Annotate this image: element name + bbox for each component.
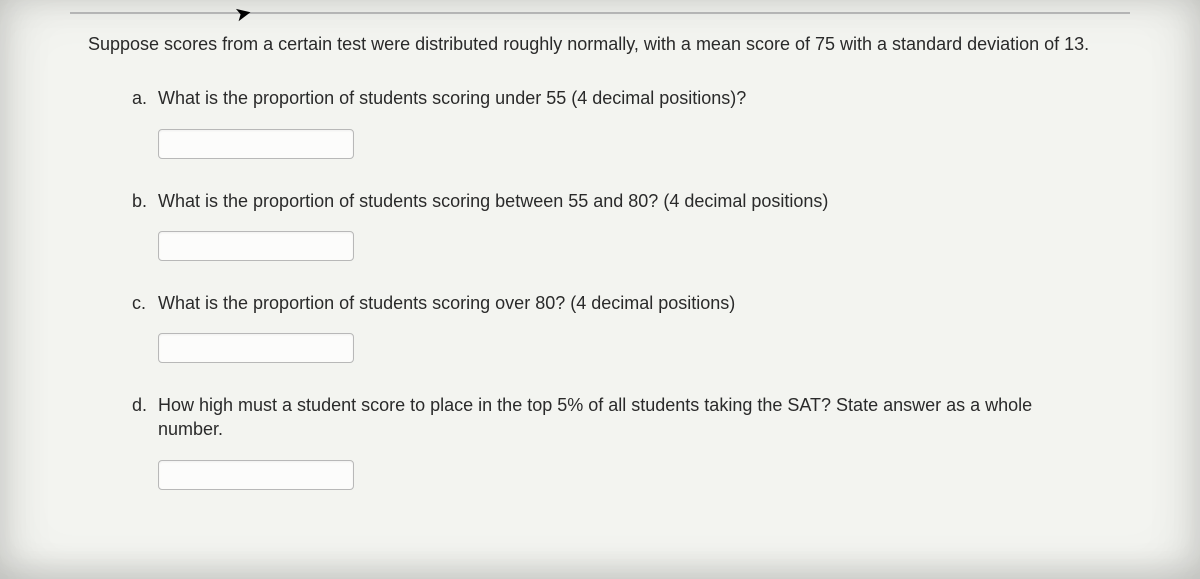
item-label-a: a. <box>132 86 158 110</box>
item-label-d: d. <box>132 393 158 417</box>
answer-wrap <box>158 460 1100 490</box>
answer-wrap <box>158 129 1100 159</box>
item-c: c. What is the proportion of students sc… <box>132 291 1100 363</box>
question-page: ➤ Suppose scores from a certain test wer… <box>0 0 1200 579</box>
answer-input-b[interactable] <box>158 231 354 261</box>
answer-input-d[interactable] <box>158 460 354 490</box>
item-d: d. How high must a student score to plac… <box>132 393 1100 490</box>
answer-wrap <box>158 231 1100 261</box>
answer-wrap <box>158 333 1100 363</box>
answer-input-c[interactable] <box>158 333 354 363</box>
item-row: b. What is the proportion of students sc… <box>132 189 1100 213</box>
cursor-icon: ➤ <box>232 0 254 29</box>
item-label-c: c. <box>132 291 158 315</box>
top-divider <box>70 12 1130 14</box>
item-row: d. How high must a student score to plac… <box>132 393 1100 442</box>
item-text-c: What is the proportion of students scori… <box>158 291 1100 315</box>
answer-input-a[interactable] <box>158 129 354 159</box>
item-b: b. What is the proportion of students sc… <box>132 189 1100 261</box>
question-items: a. What is the proportion of students sc… <box>132 86 1100 489</box>
item-text-b: What is the proportion of students scori… <box>158 189 1100 213</box>
item-text-a: What is the proportion of students scori… <box>158 86 1100 110</box>
item-a: a. What is the proportion of students sc… <box>132 86 1100 158</box>
item-label-b: b. <box>132 189 158 213</box>
item-row: c. What is the proportion of students sc… <box>132 291 1100 315</box>
item-row: a. What is the proportion of students sc… <box>132 86 1100 110</box>
question-prompt: Suppose scores from a certain test were … <box>88 32 1130 56</box>
item-text-d: How high must a student score to place i… <box>158 393 1100 442</box>
